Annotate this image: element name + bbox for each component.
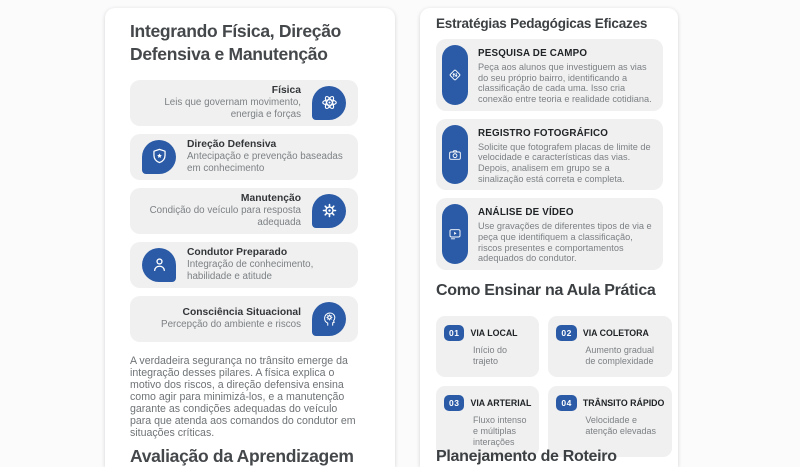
shield-star-icon [142,139,176,174]
route-sign-icon [442,45,468,105]
strategy-desc: Solicite que fotografem placas de limite… [478,141,651,184]
step-number-badge: 01 [444,325,465,342]
step-desc: Fluxo intenso e múltiplas interações [473,414,527,448]
slide-title: Integrando Física, Direção Defensiva e M… [130,21,342,64]
pillar-title: Manutenção [240,192,301,204]
step-desc: Início do trajeto [473,345,508,367]
pillar-card-fisica: Física Leis que governam movimento, ener… [130,79,358,126]
pillar-title: Direção Defensiva [187,138,277,150]
pillar-title: Consciência Situacional [182,306,301,318]
step-desc: Aumento gradual de complexidade [585,345,654,367]
mind-gears-icon [312,301,346,336]
pillar-desc: Leis que governam movimento, energia e f… [164,96,301,120]
next-section-heading: Planejamento de Roteiro [436,448,617,465]
practice-steps-grid: 01 VIA LOCAL Início do trajeto 02 VIA CO… [436,316,673,458]
step-title: VIA COLETORA [582,328,649,339]
step-card-transito-rapido: 04 TRÂNSITO RÁPIDO Velocidade e atenção … [548,385,673,458]
step-number-badge: 02 [556,325,577,342]
strategy-desc: Use gravações de diferentes tipos de via… [478,221,652,264]
step-card-via-local: 01 VIA LOCAL Início do trajeto [436,316,540,377]
slide-integration: Integrando Física, Direção Defensiva e M… [105,8,395,467]
gear-icon [312,193,346,228]
step-title: VIA LOCAL [470,328,518,339]
step-card-via-arterial: 03 VIA ARTERIAL Fluxo intenso e múltipla… [436,385,540,458]
atom-icon [312,85,346,120]
strategy-card-analise: ANÁLISE DE VÍDEO Use gravações de difere… [436,198,663,271]
pillar-card-direcao-defensiva: Direção Defensiva Antecipação e prevençã… [130,133,358,180]
step-title: VIA ARTERIAL [470,397,532,408]
step-number-badge: 04 [556,394,577,411]
next-section-heading: Avaliação da Aprendizagem [130,446,354,466]
strategy-desc: Peça aos alunos que investiguem as vias … [478,62,652,105]
pillar-title: Física [271,84,301,96]
practice-heading: Como Ensinar na Aula Prática [436,282,656,300]
camera-icon [442,124,468,185]
pillar-title: Condutor Preparado [187,246,288,258]
integration-summary: A verdadeira segurança no trânsito emerg… [130,354,356,439]
pillar-card-condutor-preparado: Condutor Preparado Integração de conheci… [130,241,358,288]
pillar-desc: Condição do veículo para resposta adequa… [149,204,301,228]
person-icon [142,247,176,282]
pillar-desc: Integração de conhecimento, habilidade e… [187,258,314,282]
strategy-card-pesquisa: PESQUISA DE CAMPO Peça aos alunos que in… [436,39,663,111]
strategy-title: PESQUISA DE CAMPO [478,48,588,59]
strategy-title: REGISTRO FOTOGRÁFICO [478,127,609,139]
step-number-badge: 03 [444,394,465,411]
pillar-desc: Antecipação e prevenção baseadas em conh… [187,150,343,174]
step-card-via-coletora: 02 VIA COLETORA Aumento gradual de compl… [548,316,673,377]
slide-strategies: Estratégias Pedagógicas Eficazes PESQUIS… [420,8,678,467]
pillar-card-consciencia: Consciência Situacional Percepção do amb… [130,295,358,342]
video-player-icon [442,204,468,265]
pillar-card-manutencao: Manutenção Condição do veículo para resp… [130,187,358,234]
step-desc: Velocidade e atenção elevadas [585,414,656,436]
strategy-card-registro: REGISTRO FOTOGRÁFICO Solicite que fotogr… [436,118,663,191]
strategy-title: ANÁLISE DE VÍDEO [478,207,574,219]
slide-title: Estratégias Pedagógicas Eficazes [436,16,648,31]
pillar-desc: Percepção do ambiente e riscos [161,318,301,330]
step-title: TRÂNSITO RÁPIDO [582,397,665,408]
